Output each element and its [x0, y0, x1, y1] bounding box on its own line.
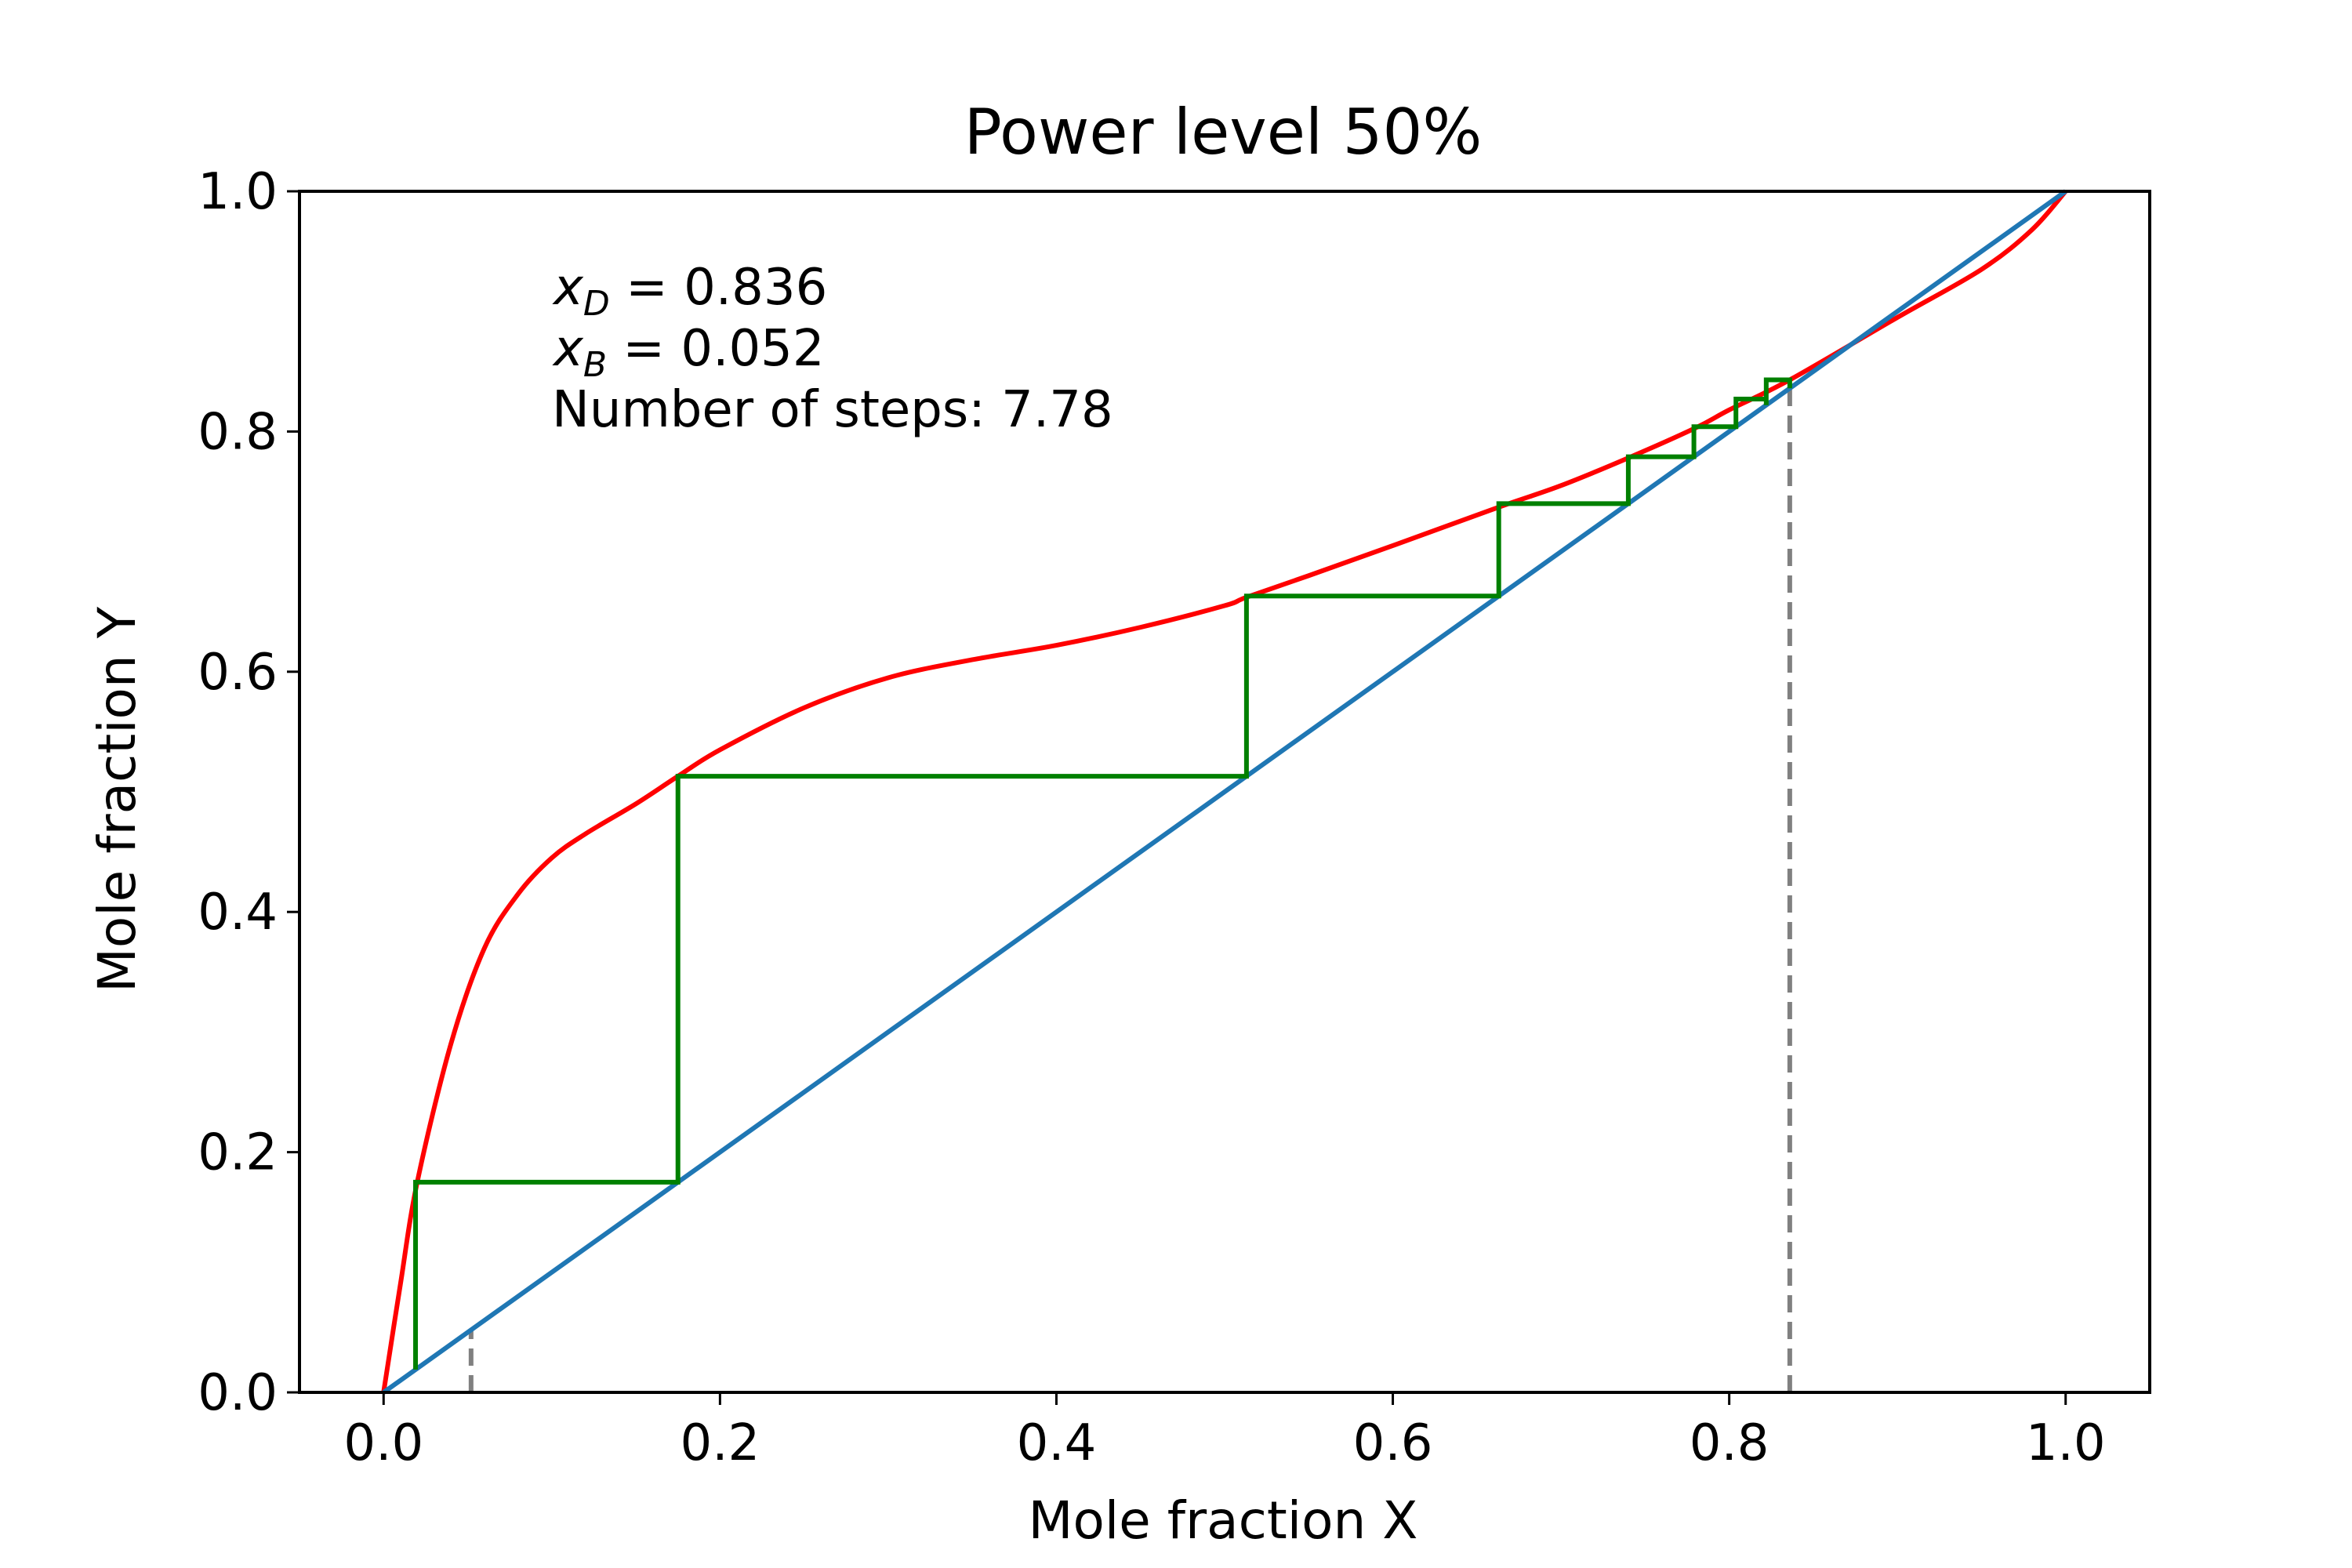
xd-symbol: x	[552, 259, 584, 317]
series-steps	[413, 377, 1792, 1370]
x-tick-label: 0.8	[1690, 1414, 1769, 1472]
y-tick-label: 0.4	[198, 884, 278, 942]
series-equilibrium-curve	[381, 190, 2068, 1393]
x-axis-label: Mole fraction X	[1029, 1490, 1418, 1551]
x-tick-label: 0.2	[680, 1414, 760, 1472]
x-tick-label: 0.6	[1353, 1414, 1433, 1472]
series-diagonal	[382, 189, 2067, 1395]
xd-subscript: D	[583, 284, 610, 324]
xb-subscript: B	[583, 345, 607, 385]
annotation-xb: xB = 0.052	[552, 320, 825, 385]
xd-value: = 0.836	[610, 259, 828, 317]
plot-frame	[298, 190, 2151, 1394]
y-axis-label: Mole fraction Y	[87, 606, 147, 993]
plot-area	[381, 189, 2068, 1395]
y-tick-label: 0.6	[198, 644, 278, 702]
y-tick-label: 0.2	[198, 1124, 278, 1182]
x-tick-label: 0.4	[1017, 1414, 1097, 1472]
x-axis-ticks: 0.0 0.2 0.4 0.6 0.8 1.0	[343, 1392, 2106, 1472]
x-tick-label: 0.0	[343, 1414, 423, 1472]
y-tick-label: 1.0	[198, 163, 278, 221]
y-tick-label: 0.0	[198, 1364, 278, 1422]
annotation-xd: xD = 0.836	[552, 259, 827, 324]
annotation-block: xD = 0.836 xB = 0.052 Number of steps: 7…	[552, 259, 1113, 439]
y-tick-label: 0.8	[198, 403, 278, 461]
annotation-steps: Number of steps: 7.78	[552, 381, 1113, 439]
x-tick-label: 1.0	[2026, 1414, 2106, 1472]
xb-symbol: x	[552, 320, 584, 378]
y-axis-ticks: 0.0 0.2 0.4 0.6 0.8 1.0	[198, 163, 299, 1422]
xb-value: = 0.052	[607, 320, 825, 378]
chart-title: Power level 50%	[964, 96, 1483, 169]
